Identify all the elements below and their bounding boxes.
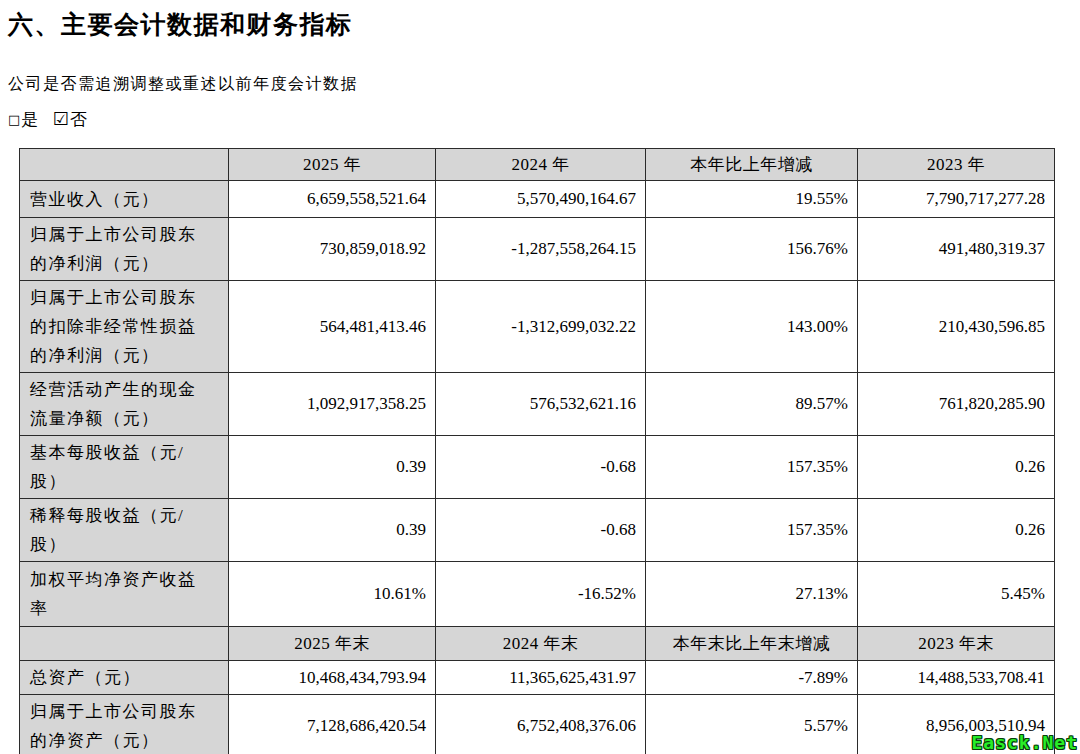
financial-indicators-table: 2025 年 2024 年 本年比上年增减 2023 年 营业收入（元） 6,6…: [19, 148, 1055, 754]
col-header-2024-end: 2024 年末: [436, 627, 646, 661]
cell-value: -0.68: [436, 499, 646, 562]
col-header-2023: 2023 年: [858, 149, 1055, 181]
col-header-2025: 2025 年: [229, 149, 436, 181]
option-no-label: 否: [70, 110, 88, 129]
header-row-year: 2025 年 2024 年 本年比上年增减 2023 年: [20, 149, 1055, 181]
cell-value: 0.26: [858, 436, 1055, 499]
checkbox-unchecked-icon: □: [8, 112, 21, 127]
cell-value: -0.68: [436, 436, 646, 499]
cell-value: 143.00%: [646, 281, 858, 373]
option-no: ☑否: [53, 110, 88, 129]
cell-value: 1,092,917,358.25: [229, 373, 436, 436]
restatement-question: 公司是否需追溯调整或重述以前年度会计数据: [8, 74, 358, 95]
col-header-2023-end: 2023 年末: [858, 627, 1055, 661]
cell-value: 10,468,434,793.94: [229, 661, 436, 695]
corner-cell: [20, 149, 229, 181]
row-label: 营业收入（元）: [20, 181, 229, 218]
document-page: 六、主要会计数据和财务指标 公司是否需追溯调整或重述以前年度会计数据 □是 ☑否…: [0, 0, 1080, 754]
cell-value: 27.13%: [646, 562, 858, 627]
cell-value: 5.57%: [646, 695, 858, 754]
option-yes: □是: [8, 110, 39, 129]
watermark: Easck.Net: [971, 732, 1078, 753]
table-row-total-assets: 总资产（元） 10,468,434,793.94 11,365,625,431.…: [20, 661, 1055, 695]
checkbox-checked-icon: ☑: [53, 108, 70, 129]
option-yes-label: 是: [21, 110, 39, 129]
section-title: 六、主要会计数据和财务指标: [8, 8, 353, 41]
cell-value: 19.55%: [646, 181, 858, 218]
col-header-yearend-change: 本年末比上年末增减: [646, 627, 858, 661]
cell-value: 5.45%: [858, 562, 1055, 627]
cell-value: 157.35%: [646, 436, 858, 499]
table-row-weighted-avg-roe: 加权平均净资产收益 率 10.61% -16.52% 27.13% 5.45%: [20, 562, 1055, 627]
cell-value: 761,820,285.90: [858, 373, 1055, 436]
cell-value: 5,570,490,164.67: [436, 181, 646, 218]
cell-value: 0.26: [858, 499, 1055, 562]
col-header-2024: 2024 年: [436, 149, 646, 181]
cell-value: 7,790,717,277.28: [858, 181, 1055, 218]
row-label: 归属于上市公司股东 的扣除非经常性损益 的净利润（元）: [20, 281, 229, 373]
cell-value: 0.39: [229, 436, 436, 499]
cell-value: 6,752,408,376.06: [436, 695, 646, 754]
cell-value: 210,430,596.85: [858, 281, 1055, 373]
cell-value: 89.57%: [646, 373, 858, 436]
col-header-yoy-change: 本年比上年增减: [646, 149, 858, 181]
row-label: 总资产（元）: [20, 661, 229, 695]
table-row-operating-cash-flow: 经营活动产生的现金 流量净额（元） 1,092,917,358.25 576,5…: [20, 373, 1055, 436]
cell-value: 11,365,625,431.97: [436, 661, 646, 695]
row-label: 加权平均净资产收益 率: [20, 562, 229, 627]
cell-value: -1,312,699,032.22: [436, 281, 646, 373]
cell-value: 6,659,558,521.64: [229, 181, 436, 218]
table-row-revenue: 营业收入（元） 6,659,558,521.64 5,570,490,164.6…: [20, 181, 1055, 218]
cell-value: 10.61%: [229, 562, 436, 627]
cell-value: -7.89%: [646, 661, 858, 695]
table-row-basic-eps: 基本每股收益（元/ 股） 0.39 -0.68 157.35% 0.26: [20, 436, 1055, 499]
row-label: 归属于上市公司股东 的净利润（元）: [20, 218, 229, 281]
cell-value: 157.35%: [646, 499, 858, 562]
row-label: 基本每股收益（元/ 股）: [20, 436, 229, 499]
cell-value: -16.52%: [436, 562, 646, 627]
header-row-yearend: 2025 年末 2024 年末 本年末比上年末增减 2023 年末: [20, 627, 1055, 661]
cell-value: 730,859,018.92: [229, 218, 436, 281]
row-label: 归属于上市公司股东 的净资产（元）: [20, 695, 229, 754]
cell-value: 491,480,319.37: [858, 218, 1055, 281]
row-label: 经营活动产生的现金 流量净额（元）: [20, 373, 229, 436]
table-row-diluted-eps: 稀释每股收益（元/ 股） 0.39 -0.68 157.35% 0.26: [20, 499, 1055, 562]
table-row-net-profit: 归属于上市公司股东 的净利润（元） 730,859,018.92 -1,287,…: [20, 218, 1055, 281]
corner-cell: [20, 627, 229, 661]
cell-value: 576,532,621.16: [436, 373, 646, 436]
table-row-net-profit-excl-nonrecurring: 归属于上市公司股东 的扣除非经常性损益 的净利润（元） 564,481,413.…: [20, 281, 1055, 373]
cell-value: 0.39: [229, 499, 436, 562]
restatement-answer: □是 ☑否: [8, 108, 96, 131]
col-header-2025-end: 2025 年末: [229, 627, 436, 661]
cell-value: 14,488,533,708.41: [858, 661, 1055, 695]
row-label: 稀释每股收益（元/ 股）: [20, 499, 229, 562]
cell-value: 7,128,686,420.54: [229, 695, 436, 754]
cell-value: 156.76%: [646, 218, 858, 281]
cell-value: -1,287,558,264.15: [436, 218, 646, 281]
table-row-net-assets: 归属于上市公司股东 的净资产（元） 7,128,686,420.54 6,752…: [20, 695, 1055, 754]
cell-value: 564,481,413.46: [229, 281, 436, 373]
